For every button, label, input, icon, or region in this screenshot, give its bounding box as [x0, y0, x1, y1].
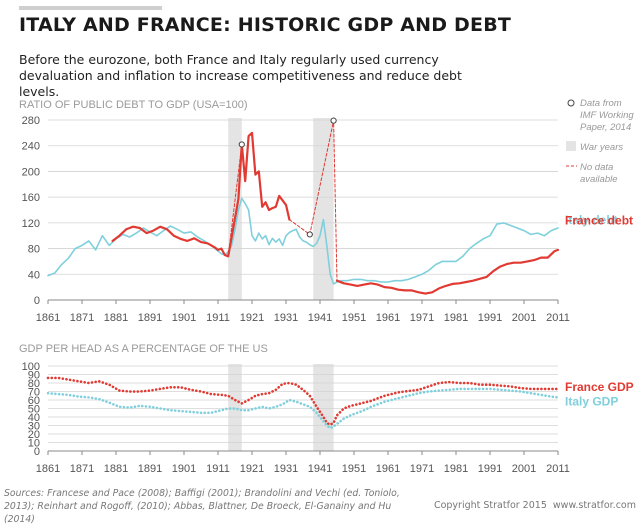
imf-data-point	[238, 141, 245, 148]
y-tick-label: 20	[28, 429, 40, 441]
y-tick-label: 120	[22, 218, 40, 230]
x-tick-label: 1861	[36, 463, 60, 475]
no-data-dashed-line	[288, 120, 338, 282]
imf-data-point	[306, 231, 313, 238]
x-tick-label: 1921	[240, 312, 264, 324]
y-tick-label: 90	[28, 370, 40, 382]
imf-data-point	[330, 117, 337, 124]
x-tick-label: 1981	[444, 312, 468, 324]
france-debt-line	[335, 248, 560, 295]
france-gdp-line	[46, 376, 560, 426]
x-tick-label: 1931	[274, 312, 298, 324]
y-tick-label: 60	[28, 395, 40, 407]
page-title: ITALY AND FRANCE: HISTORIC GDP AND DEBT	[19, 14, 512, 36]
x-tick-label: 1941	[308, 312, 332, 324]
footer-copyright-line: Copyright Stratfor 2015 www.stratfor.com	[434, 500, 636, 511]
x-tick-label: 1991	[478, 463, 502, 475]
y-tick-label: 280	[22, 115, 40, 127]
x-tick-label: 1871	[70, 463, 94, 475]
france-series-label: France GDP	[565, 380, 634, 394]
y-tick-label: 40	[28, 412, 40, 424]
panel-title-1: GDP PER HEAD AS A PERCENTAGE OF THE US	[19, 343, 268, 355]
y-tick-label: 40	[28, 269, 40, 281]
x-tick-label: 1981	[444, 463, 468, 475]
x-tick-label: 1901	[172, 463, 196, 475]
y-tick-label: 0	[34, 295, 40, 307]
legend-imf-marker-icon	[567, 99, 575, 107]
x-tick-label: 1901	[172, 312, 196, 324]
x-tick-label: 1961	[376, 463, 400, 475]
x-tick-label: 1881	[104, 312, 128, 324]
x-tick-label: 1971	[410, 463, 434, 475]
x-tick-label: 1921	[240, 463, 264, 475]
france-debt-line	[111, 131, 291, 258]
x-tick-label: 1931	[274, 463, 298, 475]
footer-website: www.stratfor.com	[552, 500, 636, 511]
x-tick-label: 2001	[512, 312, 536, 324]
x-tick-label: 1951	[342, 463, 366, 475]
y-tick-label: 80	[28, 378, 40, 390]
panel-title-0: RATIO OF PUBLIC DEBT TO GDP (USA=100)	[19, 99, 248, 111]
x-tick-label: 1951	[342, 312, 366, 324]
footer-copyright: Copyright Stratfor 2015	[433, 500, 547, 511]
header-accent-bar	[19, 6, 162, 10]
italy-gdp-line	[46, 387, 560, 430]
x-tick-label: 2011	[546, 463, 570, 475]
y-tick-label: 50	[28, 404, 40, 416]
x-tick-label: 1881	[104, 463, 128, 475]
italy-series-label: Italy debt	[565, 213, 618, 227]
legend-war-label: War years	[580, 142, 623, 153]
y-tick-label: 240	[22, 141, 40, 153]
x-tick-label: 1911	[206, 463, 230, 475]
x-tick-label: 1871	[70, 312, 94, 324]
y-tick-label: 30	[28, 421, 40, 433]
x-tick-label: 1861	[36, 312, 60, 324]
y-tick-label: 100	[22, 361, 40, 373]
x-tick-label: 1941	[308, 463, 332, 475]
x-tick-label: 1891	[138, 463, 162, 475]
war-years-band	[313, 364, 334, 451]
legend-imf-label: Data from IMF Working Paper, 2014	[580, 98, 634, 133]
x-tick-label: 2011	[546, 312, 570, 324]
y-tick-label: 80	[28, 244, 40, 256]
y-tick-label: 160	[22, 192, 40, 204]
italy-series-label: Italy GDP	[565, 394, 618, 408]
legend-no-data-label: No data available	[580, 162, 618, 185]
france-series-label: France debt	[565, 214, 633, 228]
x-tick-label: 2001	[512, 463, 536, 475]
x-tick-label: 1911	[206, 312, 230, 324]
war-years-band	[228, 118, 242, 300]
y-tick-label: 200	[22, 166, 40, 178]
y-tick-label: 0	[34, 446, 40, 458]
legend-war-swatch	[566, 141, 576, 151]
footer-sources: Sources: Francese and Pace (2008); Baffi…	[4, 488, 400, 525]
war-years-band	[228, 364, 242, 451]
page-subtitle: Before the eurozone, both France and Ita…	[19, 52, 462, 99]
italy-debt-line	[47, 197, 559, 285]
x-tick-label: 1961	[376, 312, 400, 324]
x-tick-label: 1971	[410, 312, 434, 324]
y-tick-label: 70	[28, 387, 40, 399]
x-tick-label: 1991	[478, 312, 502, 324]
x-tick-label: 1891	[138, 312, 162, 324]
y-tick-label: 10	[28, 438, 40, 450]
